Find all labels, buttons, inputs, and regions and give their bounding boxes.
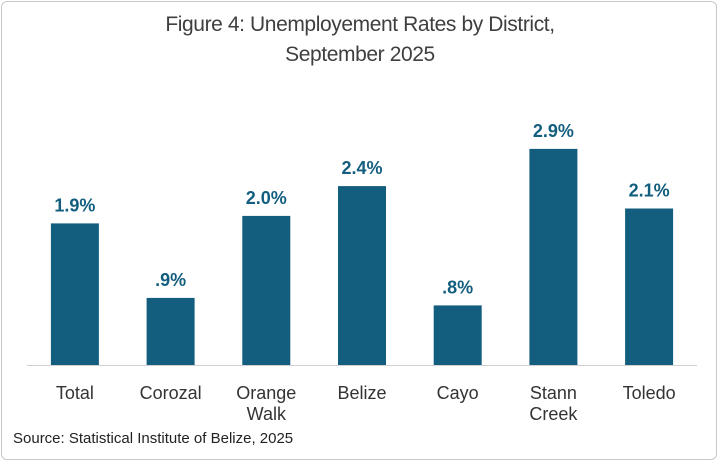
bar-3 [338,186,386,365]
category-label-5-0: Stann [530,383,577,403]
chart-title-line-2: September 2025 [285,43,435,66]
category-label-0-0: Total [56,383,94,403]
data-label-2: 2.0% [246,188,287,208]
data-label-1: .9% [155,270,186,290]
chart-title: Figure 4: Unemployement Rates by Distric… [0,10,720,70]
category-label-1-0: Corozal [140,383,202,403]
category-label-3-0: Belize [337,383,386,403]
bar-6 [625,208,674,365]
data-label-0: 1.9% [54,195,95,215]
data-label-4: .8% [442,277,473,297]
category-label-4-0: Cayo [437,383,479,403]
bar-0 [50,223,99,365]
bar-1 [146,297,195,365]
bar-5 [529,148,578,365]
data-label-3: 2.4% [341,158,382,178]
category-label-5-1: Creek [529,404,578,424]
category-label-2-1: Walk [247,404,287,424]
source-note: Source: Statistical Institute of Belize,… [13,430,294,447]
chart-title-line-1: Figure 4: Unemployement Rates by Distric… [165,13,555,36]
category-label-2-0: Orange [236,383,296,403]
category-label-6-0: Toledo [623,383,676,403]
bar-2 [242,215,291,365]
bar-4 [433,305,482,365]
data-label-6: 2.1% [629,181,670,201]
data-label-5: 2.9% [533,121,574,141]
